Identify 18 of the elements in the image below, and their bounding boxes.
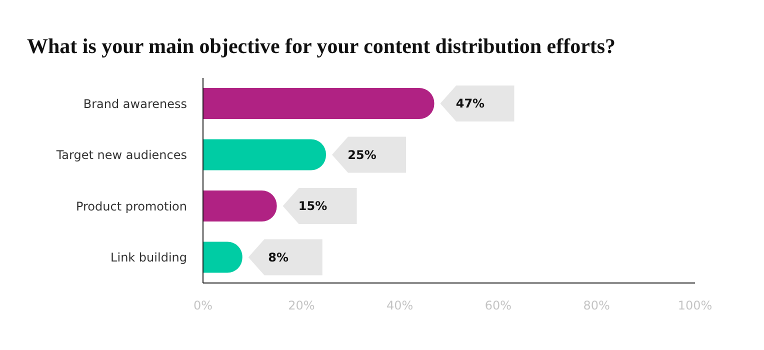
bar (203, 190, 277, 222)
chart-title: What is your main objective for your content distribution efforts? (27, 34, 616, 59)
x-tick-label: 60% (484, 298, 512, 313)
y-tick-label: Target new audiences (55, 148, 187, 162)
y-tick-label: Link building (110, 250, 187, 265)
bar (203, 139, 326, 170)
data-label: 8% (268, 250, 289, 264)
x-tick-label: 40% (386, 298, 414, 313)
data-label: 25% (348, 148, 376, 162)
x-tick-label: 100% (678, 298, 712, 313)
y-tick-label: Product promotion (76, 199, 187, 214)
x-tick-label: 80% (583, 298, 610, 313)
y-tick-label: Brand awareness (83, 96, 187, 111)
x-tick-label: 0% (193, 298, 213, 313)
x-tick-label: 20% (288, 298, 315, 313)
data-label: 15% (298, 199, 328, 213)
data-label: 47% (456, 96, 485, 110)
bar (203, 88, 434, 119)
